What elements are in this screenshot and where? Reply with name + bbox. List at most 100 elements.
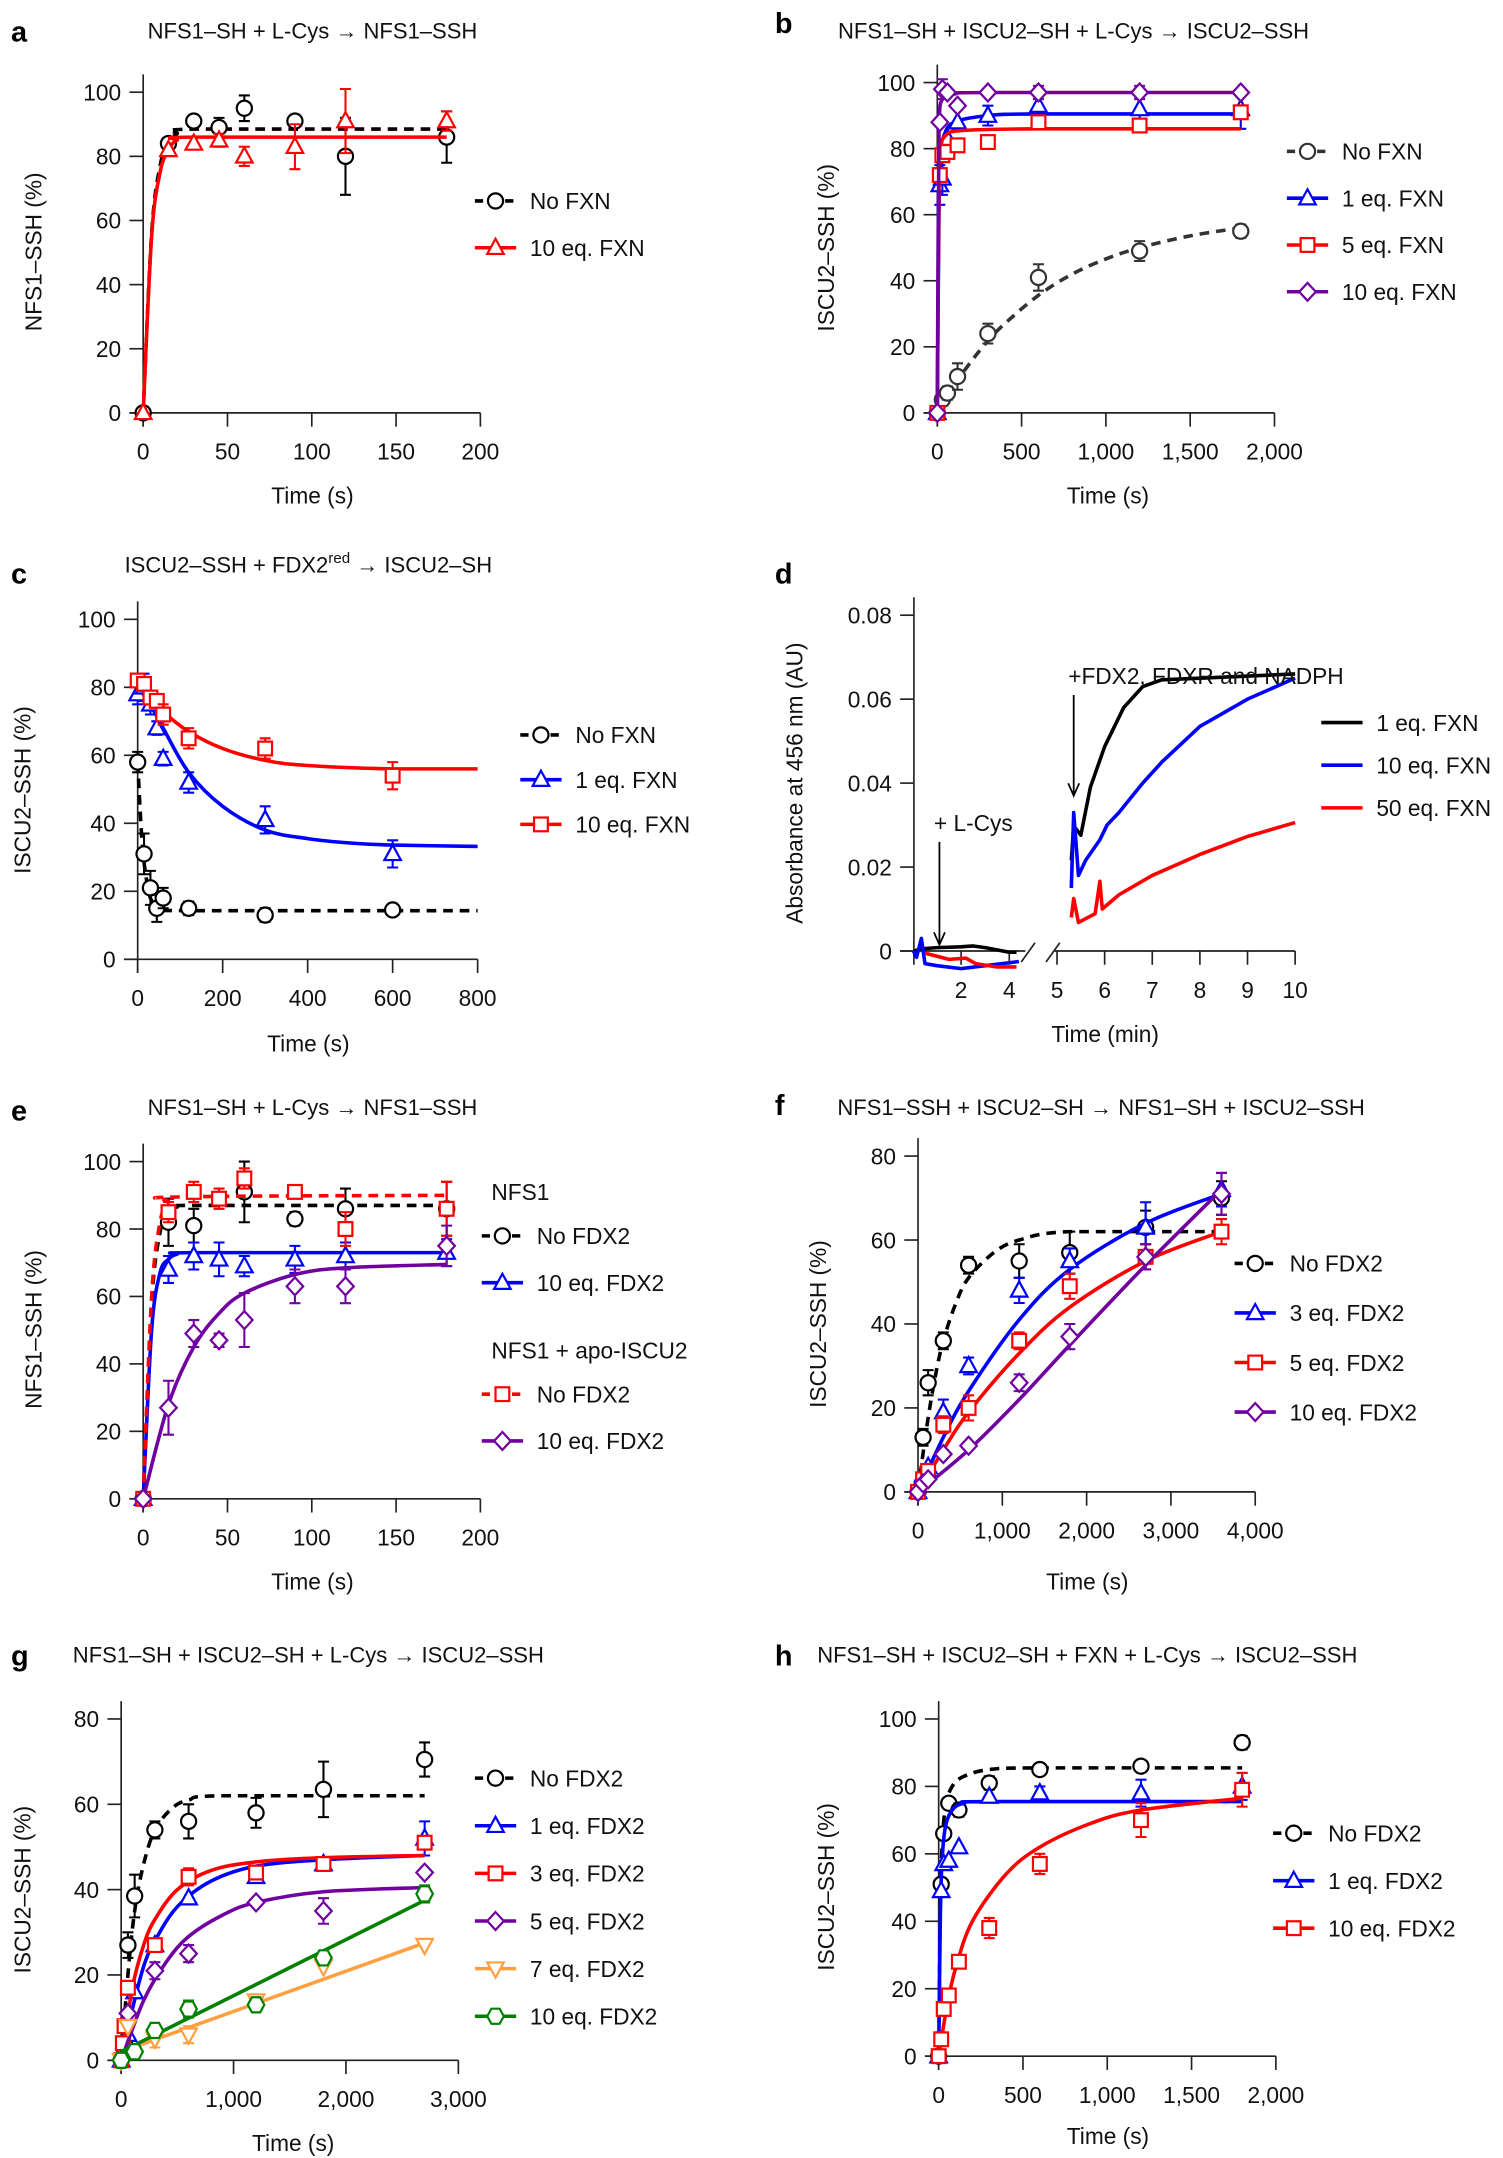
legend-label: 10 eq. FDX2 [537,1428,664,1454]
data-point [257,740,274,757]
data-point [209,1329,229,1351]
data-point [315,1856,332,1873]
data-point [133,1488,153,1510]
fit-curve [935,226,1242,414]
y-tick-label: 80 [891,1774,916,1800]
trace-line [1069,672,1296,861]
data-point [179,2000,199,2018]
x-tick-label: 200 [204,985,242,1011]
y-tick-label: 40 [871,1311,896,1337]
data-point [155,706,172,723]
y-tick-label: 20 [90,879,115,905]
data-point [234,1254,255,1274]
panel-b: b NFS1–SH + ISCU2–SH + L-Cys → ISCU2–SSH 0… [775,8,1457,509]
y-tick-label: 0.02 [848,854,892,880]
data-point [1232,222,1250,240]
axis-break-mark [1020,942,1036,963]
series-no-fxn [129,750,478,924]
data-point [248,1864,265,1881]
panel-e: e NFS1–SH + L-Cys → NFS1–SSH 0 50 100 150 200 0… [11,1095,687,1595]
data-point [919,1374,937,1392]
data-point [247,1804,265,1822]
y-axis-label: NFS1–SSH (%) [20,1250,46,1409]
x-tick-label: 5 [1051,977,1064,1003]
fit-curve [141,1193,447,1499]
data-point [1031,1760,1049,1779]
data-point [1132,1757,1150,1775]
data-point [979,324,997,343]
axes [129,74,482,427]
data-point [958,1354,979,1374]
legend-marker [486,1769,505,1787]
data-point [136,675,153,692]
fit-curve [935,127,1241,413]
panel-d: d 2 4 5 6 7 8 9 10 0 0.02 0.04 0.06 0.08 Time (min) Abs… [775,559,1491,1047]
data-point [931,1879,952,1899]
panel-a: a NFS1–SH + L-Cys → NFS1–SSH 0 50 100 150 200 0… [11,16,645,508]
legend-marker [486,2007,506,2025]
data-point [1029,1781,1050,1801]
data-point [1009,1372,1029,1394]
fit-curve [936,1799,1243,2057]
data-point [1059,1249,1080,1269]
x-tick-label: 2,000 [1246,439,1303,465]
y-tick-label: 80 [871,1143,896,1169]
y-tick-label: 60 [871,1227,896,1253]
data-point [125,1887,144,1905]
data-point [1135,1246,1156,1268]
data-point [235,99,254,117]
data-point [1131,117,1148,134]
data-point [937,81,958,104]
legend-label: 1 eq. FDX2 [1328,1868,1443,1894]
data-point [313,1949,333,1967]
data-point [183,132,204,151]
data-point [1009,1279,1030,1298]
legend: NFS1 NFS1 + apo-ISCU2 No FDX2 10 eq. FDX2 No… [481,1179,687,1454]
y-tick-label: 0 [904,2043,917,2069]
data-point [1231,81,1251,104]
data-point [1028,81,1049,104]
x-tick-label: 100 [293,439,331,465]
panel-h: h NFS1–SH + ISCU2–SH + FXN + L-Cys → ISCU… [775,1640,1456,2149]
y-tick-label: 0 [87,2048,100,2074]
x-tick-label: 3,000 [1143,1518,1200,1544]
y-tick-label: 60 [74,1792,99,1818]
y-tick-label: 80 [90,675,115,701]
y-axis-label: ISCU2–SSH (%) [9,706,35,874]
legend-label: 1 eq. FXN [1376,710,1478,736]
fit-curve [936,1766,1243,2057]
data-point [1213,1223,1230,1240]
data-point [184,1322,204,1345]
panel-letter: f [775,1090,785,1122]
data-point [208,129,230,148]
data-point [117,2018,139,2038]
x-tick-label: 0 [932,2082,945,2108]
fit-curve [120,1898,426,2054]
data-point [286,1183,303,1200]
trace-line [911,936,1020,971]
series-no-fdx2 [112,1741,434,2069]
data-point [146,1937,163,1954]
data-point [935,2000,952,2017]
data-point [337,1221,354,1237]
series-10-eq-fxn [133,87,457,421]
legend-marker [1285,1824,1303,1842]
data-point [148,692,165,709]
x-tick-label: 1,000 [974,1518,1031,1544]
legend-label: No FXN [530,188,611,214]
legend-label: 10 eq. FXN [1342,279,1457,305]
y-tick-label: 60 [96,208,121,234]
data-point [1130,242,1149,260]
data-point [183,1244,204,1264]
data-point [146,1821,164,1839]
title-text: NFS1–SH + ISCU2–SH + L-Cys → ISCU2–SSH [73,1643,544,1668]
y-tick-label: 0 [879,938,892,964]
panel-letter: d [775,559,793,591]
legend-label: No FDX2 [537,1223,630,1249]
data-point [180,899,198,917]
trace-line [924,951,1017,969]
x-tick-label: 50 [215,1525,240,1551]
x-axis-label: Time (s) [1067,483,1149,509]
data-point [940,1987,957,2004]
x-tick-label: 0 [137,439,150,465]
